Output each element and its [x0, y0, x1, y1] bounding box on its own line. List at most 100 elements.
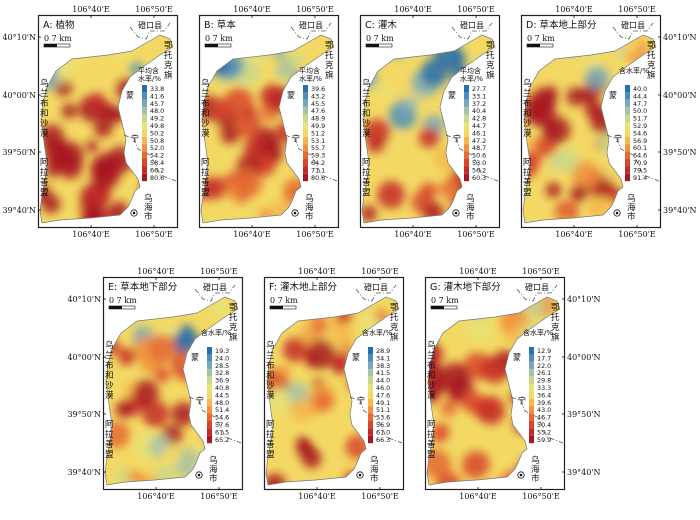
legend-swatch — [529, 406, 534, 414]
panel-title: E: 草本地下部分 — [108, 281, 178, 293]
admin-boundary-east — [349, 396, 403, 444]
right-tick-label: 39°50'N — [663, 148, 697, 157]
place-label-alxa-char: 盟 — [427, 450, 436, 460]
place-label-ulan-buh-char: 兰 — [523, 88, 532, 99]
top-tick-label: 106°50'E — [296, 5, 334, 14]
place-label-wuhai: 乌海市 — [466, 193, 475, 222]
legend-value: 64.6 — [633, 152, 647, 160]
place-label-alxa-char: 拉 — [105, 429, 114, 440]
place-label-dengkou: 磴口县 — [525, 282, 549, 292]
place-label-etuoke-char: 托 — [647, 50, 656, 61]
region-outline — [104, 296, 239, 486]
place-label-wuhai-char: 市 — [531, 473, 540, 484]
legend-value: 79.5 — [633, 166, 647, 174]
legend-value: 47.6 — [311, 107, 325, 115]
legend: 含水率/% 40.044.447.750.051.752.954.656.960.… — [619, 66, 649, 182]
legend-value: 55.7 — [311, 144, 325, 152]
legend-value: 50.8 — [150, 137, 164, 145]
place-label-wuhai-char: 海 — [531, 464, 540, 475]
left-tick-label: 39°40'N — [67, 468, 101, 477]
legend-title: 平均含 — [460, 66, 481, 75]
scale-bar-label: 0 7 km — [366, 34, 394, 43]
legend: 含水率/% 12.917.722.026.129.833.336.439.643.… — [523, 328, 553, 444]
legend-title: 含水率/% — [523, 328, 553, 337]
panel-e: E: 草本地下部分 磴口县鄂托克旗乌兰布和沙漠阿拉善盟乌海市蒙宁 0 7 km 含水率… — [67, 267, 244, 501]
panel-c: C: 灌木 磴口县鄂托克旗乌兰布和沙漠阿拉善盟乌海市蒙宁 0 7 km 平均含 水率/%… — [359, 5, 501, 239]
legend-swatch — [368, 413, 373, 421]
legend-value: 24.0 — [215, 354, 229, 362]
legend-value: 45.7 — [150, 100, 164, 108]
place-label-wuhai-char: 市 — [209, 473, 218, 484]
legend-value: 52.0 — [150, 144, 164, 152]
legend-swatch — [368, 361, 373, 370]
place-label-ulan-buh-char: 乌 — [105, 340, 114, 351]
region-outline — [265, 296, 400, 486]
place-label-alxa-char: 盟 — [40, 188, 49, 198]
legend-swatch — [368, 376, 373, 384]
place-label-ulan-buh-char: 布 — [201, 98, 210, 109]
place-label-dengkou: 磴口县 — [203, 282, 227, 292]
place-label-ulan-buh-char: 漠 — [201, 128, 210, 139]
place-label-etuoke-char: 鄂 — [551, 303, 560, 313]
legend-swatch — [207, 361, 212, 370]
legend-swatch — [142, 99, 147, 108]
region-outline — [39, 34, 174, 224]
place-label-ulan-buh-char: 兰 — [266, 350, 275, 361]
legend-value: 45.5 — [311, 100, 325, 108]
legend-swatch — [464, 173, 469, 182]
legend-swatch — [368, 398, 373, 407]
top-tick-label: 106°40'E — [298, 267, 336, 276]
legend-swatch — [625, 136, 630, 145]
place-label-alxa-char: 善 — [201, 177, 210, 188]
legend-swatch — [142, 173, 147, 182]
legend-swatch — [207, 354, 212, 362]
place-label-ning: 宁 — [453, 133, 461, 143]
legend-value: 44.0 — [376, 377, 390, 385]
place-label-alxa-char: 拉 — [523, 167, 532, 178]
legend-swatch — [368, 421, 373, 429]
place-label-wuhai-char: 乌 — [370, 455, 379, 466]
place-label-etuoke-char: 克 — [390, 323, 399, 333]
place-label-ulan-buh-char: 乌 — [427, 340, 436, 351]
place-label-alxa-char: 善 — [40, 177, 49, 188]
scale-bar-label: 0 7 km — [109, 296, 137, 305]
legend-value: 50.2 — [150, 129, 164, 137]
legend-swatch — [207, 435, 212, 444]
legend-swatch — [207, 347, 212, 355]
region-outline — [522, 34, 657, 224]
legend-swatch — [625, 151, 630, 159]
legend-value: 46.7 — [537, 414, 551, 422]
place-label-wuhai: 乌海市 — [144, 193, 153, 222]
place-label-ulan-buh-char: 漠 — [40, 128, 49, 139]
top-tick-label: 106°50'E — [200, 267, 238, 276]
legend-swatch — [368, 354, 373, 362]
legend-swatch — [303, 144, 308, 152]
legend-swatch — [368, 435, 373, 444]
place-label-wuhai-char: 乌 — [531, 455, 540, 466]
place-label-alxa-char: 善 — [427, 439, 436, 450]
legend-swatch — [625, 85, 630, 93]
top-tick-label: 106°40'E — [233, 5, 271, 14]
place-label-ulan-buh-char: 和 — [266, 371, 275, 381]
legend-value: 27.7 — [472, 85, 486, 93]
legend-swatch — [303, 151, 308, 159]
admin-boundary-north — [451, 22, 493, 40]
legend-title: 水率/% — [138, 74, 161, 83]
top-tick-label: 106°50'E — [457, 5, 495, 14]
legend-swatch — [303, 166, 308, 174]
place-label-ulan-buh-char: 兰 — [427, 350, 436, 361]
place-label-ulan-buh-char: 沙 — [523, 119, 532, 129]
place-label-alxa-char: 盟 — [362, 188, 371, 198]
legend-value: 47.2 — [472, 137, 486, 145]
city-symbol-icon — [613, 209, 621, 217]
place-label-wuhai-char: 海 — [144, 202, 153, 213]
place-label-alxa-char: 盟 — [266, 450, 275, 460]
panel-a: A: 植物 磴口县鄂托克旗乌兰布和沙漠阿拉善盟乌海市蒙宁 0 7 km 平均含 水率/%… — [2, 5, 179, 239]
place-label-ulan-buh-char: 布 — [427, 360, 436, 371]
place-label-etuoke-char: 克 — [325, 61, 334, 71]
